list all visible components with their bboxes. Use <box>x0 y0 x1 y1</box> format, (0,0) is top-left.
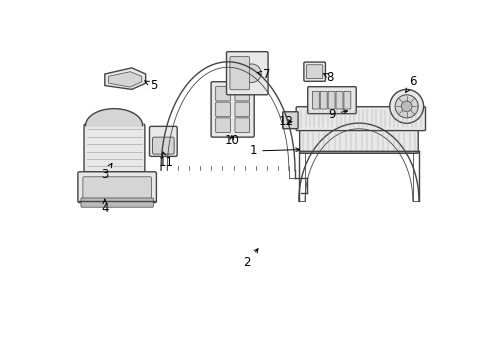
Circle shape <box>401 101 412 112</box>
Text: 11: 11 <box>159 152 174 169</box>
FancyBboxPatch shape <box>152 137 174 154</box>
FancyBboxPatch shape <box>283 112 298 129</box>
FancyBboxPatch shape <box>226 52 268 95</box>
Polygon shape <box>109 72 142 87</box>
Text: 10: 10 <box>224 135 239 148</box>
Text: 5: 5 <box>145 79 157 92</box>
FancyBboxPatch shape <box>81 198 153 207</box>
FancyBboxPatch shape <box>235 118 249 132</box>
Text: 2: 2 <box>244 249 258 269</box>
FancyBboxPatch shape <box>235 86 249 101</box>
FancyBboxPatch shape <box>336 91 343 109</box>
FancyBboxPatch shape <box>216 86 230 101</box>
FancyBboxPatch shape <box>216 102 230 117</box>
FancyBboxPatch shape <box>149 126 177 156</box>
FancyBboxPatch shape <box>308 87 356 114</box>
Text: 1: 1 <box>250 144 299 157</box>
FancyBboxPatch shape <box>296 107 425 131</box>
FancyBboxPatch shape <box>300 130 418 153</box>
FancyBboxPatch shape <box>211 82 254 137</box>
FancyBboxPatch shape <box>312 91 319 109</box>
Text: 4: 4 <box>101 199 109 215</box>
Polygon shape <box>105 68 146 89</box>
Text: 3: 3 <box>101 163 112 181</box>
Text: 8: 8 <box>323 71 334 84</box>
FancyBboxPatch shape <box>307 65 323 78</box>
Circle shape <box>390 89 423 123</box>
Circle shape <box>395 95 418 118</box>
Text: 9: 9 <box>328 108 347 121</box>
Text: 12: 12 <box>278 115 294 128</box>
FancyBboxPatch shape <box>344 91 351 109</box>
FancyBboxPatch shape <box>83 177 151 198</box>
FancyBboxPatch shape <box>216 118 230 132</box>
FancyBboxPatch shape <box>320 91 327 109</box>
Circle shape <box>243 64 261 82</box>
FancyBboxPatch shape <box>328 91 335 109</box>
FancyBboxPatch shape <box>235 102 249 117</box>
FancyBboxPatch shape <box>84 124 145 172</box>
FancyBboxPatch shape <box>230 57 249 90</box>
Text: 6: 6 <box>406 75 416 93</box>
FancyBboxPatch shape <box>78 172 156 203</box>
Text: 7: 7 <box>257 68 270 81</box>
FancyBboxPatch shape <box>304 62 325 81</box>
